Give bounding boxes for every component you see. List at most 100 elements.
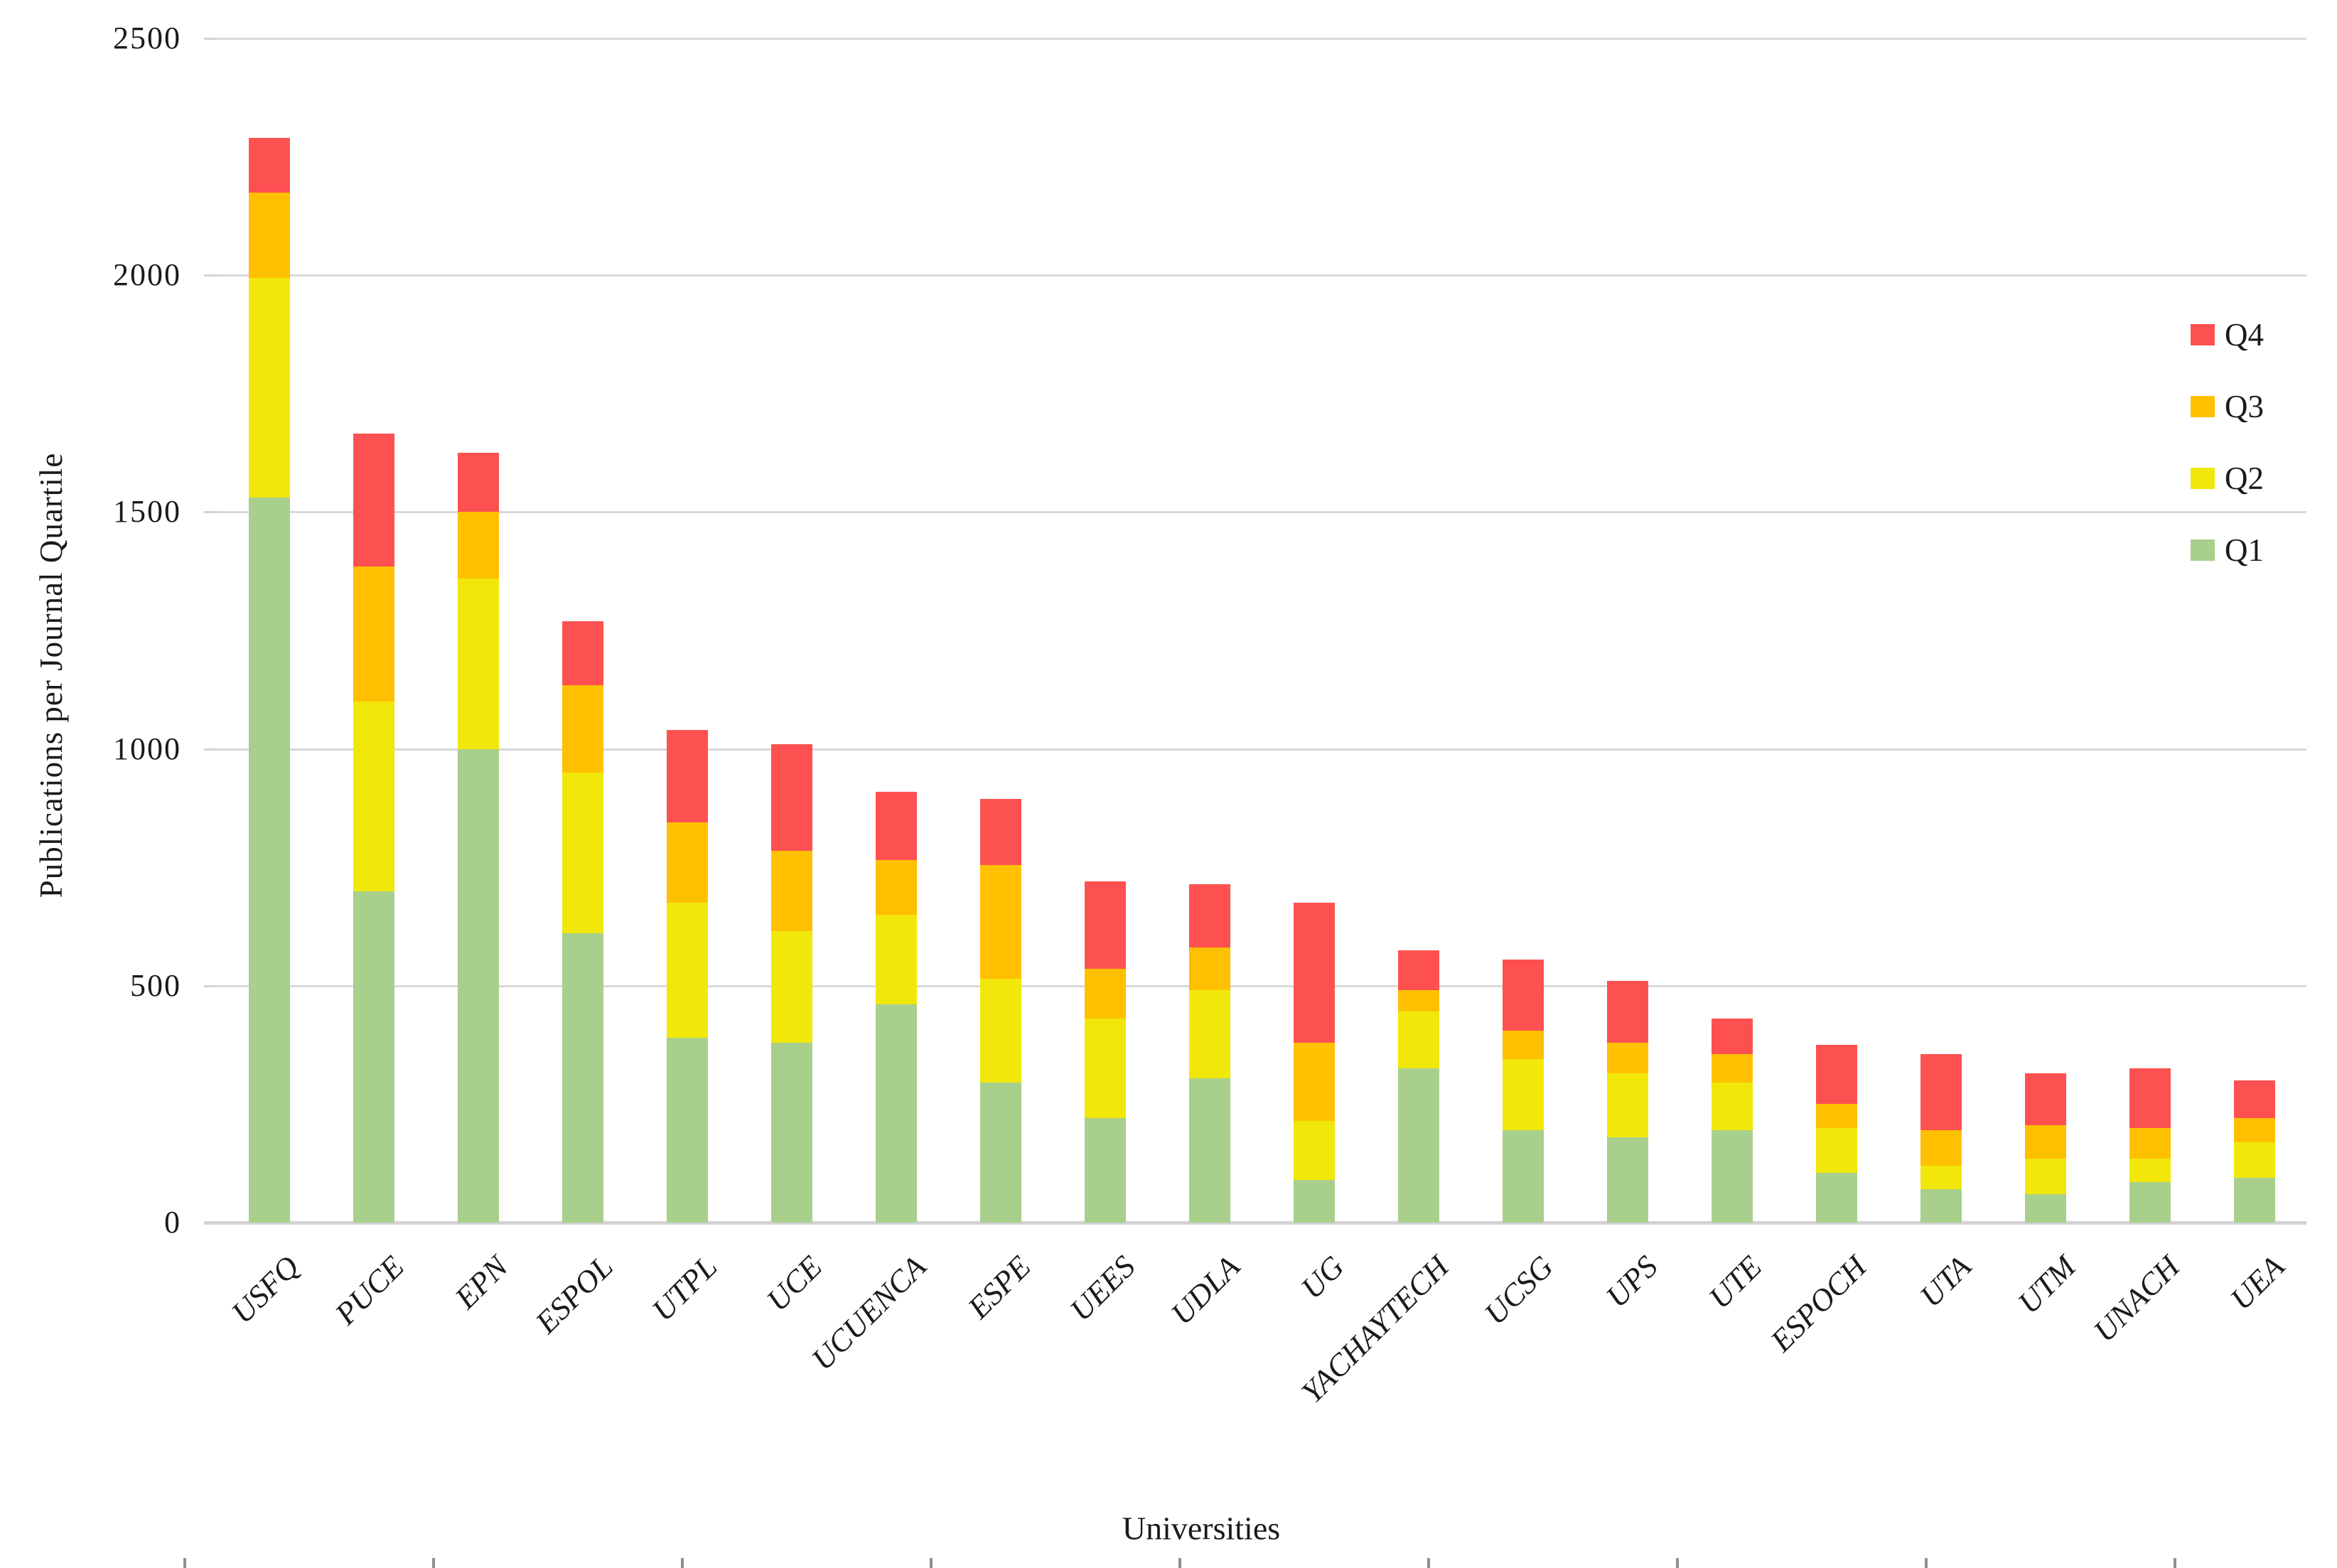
bar-unach[interactable] [2129, 1068, 2171, 1223]
legend-item-q3[interactable]: Q3 [2191, 385, 2264, 428]
bar-segment-q4-ug[interactable] [1293, 903, 1335, 1043]
bar-segment-q1-ug[interactable] [1293, 1180, 1335, 1223]
bar-segment-q4-ups[interactable] [1606, 981, 1648, 1043]
bar-puce[interactable] [353, 434, 394, 1223]
bar-segment-q1-uce[interactable] [770, 1042, 812, 1223]
bar-segment-q4-espol[interactable] [562, 621, 603, 685]
bar-segment-q3-espe[interactable] [979, 864, 1021, 979]
bar-segment-q1-udla[interactable] [1188, 1078, 1230, 1223]
bar-segment-q1-ucuenca[interactable] [875, 1004, 917, 1223]
bar-segment-q1-ute[interactable] [1711, 1130, 1753, 1223]
bar-segment-q3-ug[interactable] [1293, 1042, 1335, 1121]
bar-segment-q1-espoch[interactable] [1815, 1173, 1857, 1223]
bar-segment-q4-unach[interactable] [2129, 1068, 2171, 1128]
bar-segment-q4-usfq[interactable] [248, 137, 290, 193]
bar-segment-q1-yachaytech[interactable] [1397, 1068, 1439, 1223]
bar-uea[interactable] [2233, 1080, 2275, 1223]
bar-segment-q1-espol[interactable] [562, 933, 603, 1223]
bar-espoch[interactable] [1815, 1045, 1857, 1223]
bar-segment-q3-espoch[interactable] [1815, 1104, 1857, 1128]
bar-epn[interactable] [457, 453, 499, 1223]
bar-segment-q1-ups[interactable] [1606, 1137, 1648, 1223]
bar-espe[interactable] [979, 798, 1021, 1223]
bar-segment-q1-epn[interactable] [457, 748, 499, 1223]
bar-segment-q3-ucuenca[interactable] [875, 860, 917, 915]
bar-segment-q3-ute[interactable] [1711, 1054, 1753, 1083]
bar-segment-q3-ups[interactable] [1606, 1042, 1648, 1074]
bar-segment-q1-utpl[interactable] [666, 1038, 708, 1223]
bar-segment-q3-uea[interactable] [2233, 1118, 2275, 1142]
bar-segment-q3-unach[interactable] [2129, 1127, 2171, 1159]
bar-segment-q3-uce[interactable] [770, 850, 812, 932]
bar-segment-q1-uea[interactable] [2233, 1177, 2275, 1223]
bar-segment-q1-utm[interactable] [2024, 1194, 2066, 1223]
bar-segment-q3-utm[interactable] [2024, 1125, 2066, 1159]
bar-segment-q2-espe[interactable] [979, 978, 1021, 1083]
bar-segment-q4-puce[interactable] [353, 434, 394, 567]
bar-segment-q4-uce[interactable] [770, 743, 812, 851]
bar-segment-q4-utpl[interactable] [666, 729, 708, 822]
bar-segment-q2-utpl[interactable] [666, 903, 708, 1038]
bar-segment-q4-udla[interactable] [1188, 884, 1230, 948]
bar-segment-q4-uea[interactable] [2233, 1080, 2275, 1119]
bar-utm[interactable] [2024, 1073, 2066, 1223]
bar-segment-q2-ups[interactable] [1606, 1073, 1648, 1138]
bar-segment-q1-usfq[interactable] [248, 498, 290, 1223]
bar-segment-q2-usfq[interactable] [248, 277, 290, 498]
bar-ucuenca[interactable] [875, 791, 917, 1223]
bar-segment-q4-ucuenca[interactable] [875, 791, 917, 861]
bar-segment-q4-uees[interactable] [1084, 881, 1126, 970]
bar-segment-q4-uta[interactable] [1920, 1054, 1962, 1131]
bar-segment-q4-utm[interactable] [2024, 1073, 2066, 1126]
bar-segment-q3-espol[interactable] [562, 684, 603, 773]
bar-segment-q3-epn[interactable] [457, 512, 499, 579]
bar-segment-q2-puce[interactable] [353, 701, 394, 891]
bar-segment-q1-uees[interactable] [1084, 1118, 1126, 1223]
bar-utpl[interactable] [666, 729, 708, 1223]
bar-segment-q3-yachaytech[interactable] [1397, 990, 1439, 1012]
bar-segment-q2-espol[interactable] [562, 772, 603, 934]
bar-segment-q3-uees[interactable] [1084, 969, 1126, 1019]
bar-segment-q3-ucsg[interactable] [1502, 1031, 1544, 1060]
legend-item-q1[interactable]: Q1 [2191, 529, 2264, 571]
bar-ups[interactable] [1606, 981, 1648, 1223]
bar-segment-q2-ute[interactable] [1711, 1083, 1753, 1131]
bar-segment-q2-ug[interactable] [1293, 1120, 1335, 1181]
bar-segment-q1-uta[interactable] [1920, 1189, 1962, 1223]
bar-ucsg[interactable] [1502, 960, 1544, 1223]
bar-segment-q2-uees[interactable] [1084, 1019, 1126, 1119]
bar-segment-q2-uta[interactable] [1920, 1166, 1962, 1190]
legend-item-q4[interactable]: Q4 [2191, 313, 2264, 356]
bar-segment-q1-unach[interactable] [2129, 1182, 2171, 1223]
bar-uce[interactable] [770, 743, 812, 1223]
bar-espol[interactable] [562, 621, 603, 1223]
bar-segment-q2-ucuenca[interactable] [875, 914, 917, 1005]
legend-item-q2[interactable]: Q2 [2191, 457, 2264, 500]
bar-segment-q2-udla[interactable] [1188, 990, 1230, 1078]
bar-segment-q4-ute[interactable] [1711, 1019, 1753, 1055]
bar-segment-q4-yachaytech[interactable] [1397, 950, 1439, 991]
bar-udla[interactable] [1188, 884, 1230, 1223]
bar-segment-q4-epn[interactable] [457, 453, 499, 512]
bar-segment-q2-uea[interactable] [2233, 1142, 2275, 1178]
bar-segment-q1-puce[interactable] [353, 891, 394, 1223]
bar-segment-q3-utpl[interactable] [666, 822, 708, 903]
bar-segment-q4-espe[interactable] [979, 798, 1021, 865]
bar-ute[interactable] [1711, 1019, 1753, 1223]
bar-segment-q2-utm[interactable] [2024, 1159, 2066, 1195]
bar-segment-q4-ucsg[interactable] [1502, 960, 1544, 1031]
bar-segment-q3-udla[interactable] [1188, 947, 1230, 991]
bar-usfq[interactable] [248, 137, 290, 1223]
bar-ug[interactable] [1293, 903, 1335, 1223]
bar-segment-q2-epn[interactable] [457, 578, 499, 749]
bar-segment-q2-ucsg[interactable] [1502, 1059, 1544, 1131]
bar-uees[interactable] [1084, 881, 1126, 1223]
bar-segment-q1-ucsg[interactable] [1502, 1130, 1544, 1223]
bar-segment-q3-uta[interactable] [1920, 1130, 1962, 1166]
bar-segment-q3-puce[interactable] [353, 566, 394, 702]
bar-segment-q2-unach[interactable] [2129, 1159, 2171, 1183]
bar-segment-q2-espoch[interactable] [1815, 1127, 1857, 1174]
bar-segment-q2-uce[interactable] [770, 931, 812, 1043]
bar-segment-q2-yachaytech[interactable] [1397, 1011, 1439, 1069]
bar-segment-q1-espe[interactable] [979, 1083, 1021, 1223]
